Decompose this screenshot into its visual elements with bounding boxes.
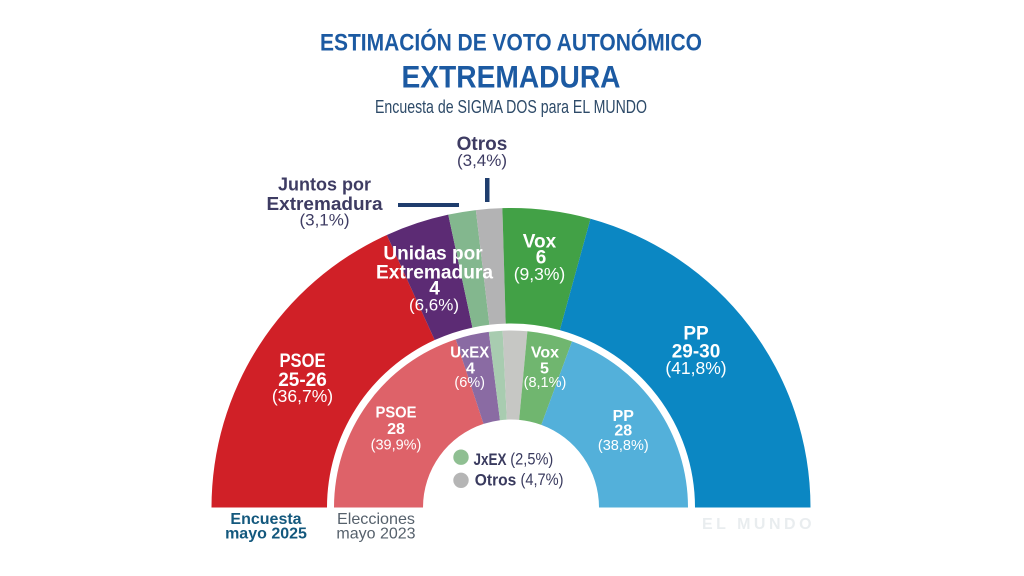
- svg-text:Otros: Otros: [475, 472, 517, 490]
- svg-text:(4,7%): (4,7%): [521, 471, 564, 489]
- svg-text:PP: PP: [683, 324, 709, 345]
- svg-text:(41,8%): (41,8%): [665, 358, 726, 378]
- svg-text:Vox: Vox: [523, 232, 557, 253]
- svg-text:UxEX: UxEX: [450, 344, 489, 361]
- svg-text:Otros: Otros: [457, 134, 508, 155]
- svg-text:(2,5%): (2,5%): [510, 451, 553, 469]
- svg-text:Elecciones: Elecciones: [337, 511, 415, 528]
- svg-text:(8,1%): (8,1%): [524, 375, 567, 391]
- svg-text:(3,4%): (3,4%): [457, 151, 507, 170]
- svg-text:PSOE: PSOE: [280, 351, 326, 372]
- svg-text:mayo 2025: mayo 2025: [225, 526, 307, 543]
- svg-text:(39,9%): (39,9%): [371, 438, 422, 454]
- svg-text:Encuesta: Encuesta: [230, 511, 301, 528]
- svg-text:Extremadura: Extremadura: [376, 263, 493, 284]
- svg-text:(3,1%): (3,1%): [299, 211, 349, 230]
- svg-text:(38,8%): (38,8%): [598, 438, 649, 454]
- svg-text:5: 5: [540, 361, 549, 378]
- svg-text:PP: PP: [613, 408, 635, 425]
- svg-text:EL MUNDO: EL MUNDO: [702, 516, 815, 533]
- svg-text:ESTIMACIÓN DE VOTO AUTONÓMICO: ESTIMACIÓN DE VOTO AUTONÓMICO: [320, 29, 702, 57]
- svg-text:4: 4: [466, 361, 475, 378]
- svg-text:Extremadura: Extremadura: [267, 193, 384, 214]
- svg-text:28: 28: [614, 423, 632, 440]
- svg-text:(36,7%): (36,7%): [272, 386, 333, 406]
- svg-text:(6%): (6%): [454, 375, 485, 391]
- svg-text:mayo 2023: mayo 2023: [336, 526, 415, 543]
- svg-text:29-30: 29-30: [672, 342, 721, 363]
- svg-text:25-26: 25-26: [278, 370, 327, 391]
- svg-text:Juntos por: Juntos por: [278, 174, 371, 195]
- svg-text:(6,6%): (6,6%): [409, 296, 459, 315]
- svg-text:Encuesta de SIGMA DOS para EL: Encuesta de SIGMA DOS para EL MUNDO: [375, 96, 647, 117]
- svg-text:JxEX: JxEX: [474, 451, 507, 469]
- svg-text:Vox: Vox: [531, 344, 559, 361]
- svg-text:4: 4: [429, 279, 440, 300]
- svg-text:PSOE: PSOE: [376, 404, 417, 421]
- svg-text:28: 28: [387, 421, 405, 438]
- svg-text:(9,3%): (9,3%): [514, 264, 566, 284]
- svg-text:6: 6: [536, 248, 547, 269]
- svg-text:EXTREMADURA: EXTREMADURA: [402, 59, 621, 95]
- svg-text:Unidas por: Unidas por: [383, 244, 483, 265]
